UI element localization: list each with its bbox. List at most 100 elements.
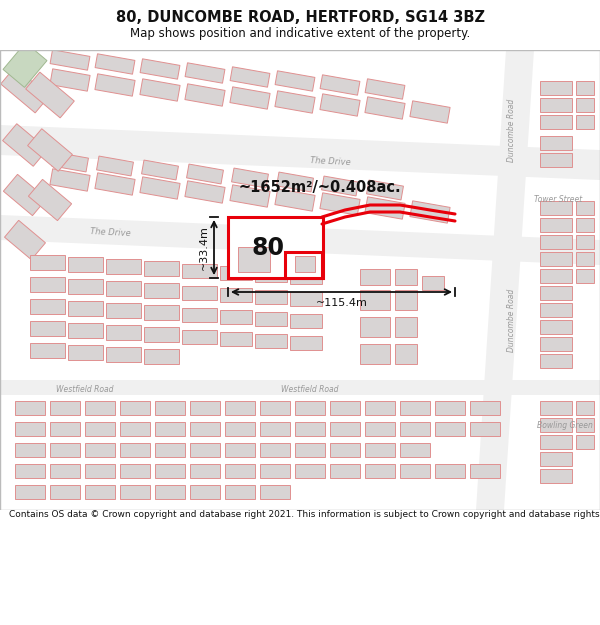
Bar [106, 281, 141, 296]
Bar [330, 422, 360, 436]
Polygon shape [476, 50, 534, 510]
Bar [220, 310, 252, 324]
Bar [540, 136, 572, 150]
Bar [255, 268, 287, 282]
Bar [260, 443, 290, 457]
Bar [540, 153, 572, 167]
Bar [225, 485, 255, 499]
Text: ~115.4m: ~115.4m [316, 298, 367, 308]
Bar [400, 422, 430, 436]
Polygon shape [26, 72, 74, 118]
Bar [290, 270, 322, 284]
Bar [576, 235, 594, 249]
Bar [68, 257, 103, 272]
Bar [190, 443, 220, 457]
Bar [220, 332, 252, 346]
Bar [576, 269, 594, 283]
Polygon shape [285, 252, 322, 278]
Bar [576, 401, 594, 415]
Bar [106, 259, 141, 274]
Text: Contains OS data © Crown copyright and database right 2021. This information is : Contains OS data © Crown copyright and d… [9, 510, 600, 519]
Bar [395, 290, 417, 310]
Bar [435, 401, 465, 415]
Bar [30, 343, 65, 358]
Bar [360, 269, 390, 285]
Bar [470, 401, 500, 415]
Bar [540, 435, 572, 449]
Bar [228, 217, 323, 278]
Text: ~1652m²/~0.408ac.: ~1652m²/~0.408ac. [239, 180, 401, 195]
Bar [15, 443, 45, 457]
Bar [260, 464, 290, 478]
Polygon shape [410, 201, 450, 223]
Bar [540, 115, 572, 129]
Bar [120, 401, 150, 415]
Polygon shape [50, 69, 90, 91]
Bar [576, 98, 594, 112]
Bar [144, 283, 179, 298]
Bar [540, 469, 572, 483]
Text: ~33.4m: ~33.4m [199, 225, 209, 270]
Bar [395, 269, 417, 285]
Bar [85, 401, 115, 415]
Polygon shape [95, 54, 135, 74]
Bar [225, 464, 255, 478]
Bar [540, 303, 572, 317]
Bar [182, 308, 217, 322]
Text: 80, DUNCOMBE ROAD, HERTFORD, SG14 3BZ: 80, DUNCOMBE ROAD, HERTFORD, SG14 3BZ [115, 10, 485, 25]
Polygon shape [277, 172, 313, 192]
Bar [50, 464, 80, 478]
Bar [395, 344, 417, 364]
Bar [220, 288, 252, 302]
Bar [360, 317, 390, 337]
Bar [400, 443, 430, 457]
Bar [365, 422, 395, 436]
Bar [540, 401, 572, 415]
Bar [470, 422, 500, 436]
Bar [540, 269, 572, 283]
Bar [330, 464, 360, 478]
Bar [50, 401, 80, 415]
Bar [120, 422, 150, 436]
Bar [540, 201, 572, 215]
Polygon shape [320, 193, 360, 215]
Bar [30, 255, 65, 270]
Polygon shape [365, 79, 405, 99]
Polygon shape [4, 174, 47, 216]
Bar [540, 218, 572, 232]
Polygon shape [0, 380, 600, 395]
Polygon shape [28, 179, 71, 221]
Bar [540, 452, 572, 466]
Text: Westfield Road: Westfield Road [56, 384, 114, 394]
Bar [85, 464, 115, 478]
Bar [260, 401, 290, 415]
Bar [15, 464, 45, 478]
Bar [68, 345, 103, 360]
Bar [120, 443, 150, 457]
Bar [295, 464, 325, 478]
Bar [220, 266, 252, 280]
Bar [360, 290, 390, 310]
Polygon shape [0, 215, 600, 265]
Bar [85, 443, 115, 457]
Bar [85, 485, 115, 499]
Text: Duncombe Road: Duncombe Road [508, 98, 517, 162]
Text: Map shows position and indicative extent of the property.: Map shows position and indicative extent… [130, 27, 470, 40]
Polygon shape [365, 197, 405, 219]
Bar [144, 349, 179, 364]
Bar [106, 325, 141, 340]
Bar [290, 292, 322, 306]
Polygon shape [97, 156, 133, 176]
Bar [50, 485, 80, 499]
Polygon shape [1, 67, 49, 113]
Bar [290, 314, 322, 328]
Bar [540, 286, 572, 300]
Bar [576, 252, 594, 266]
Bar [50, 422, 80, 436]
Bar [400, 401, 430, 415]
Bar [225, 422, 255, 436]
Text: 80: 80 [251, 236, 284, 260]
Bar [365, 443, 395, 457]
Bar [106, 347, 141, 362]
Polygon shape [50, 169, 90, 191]
